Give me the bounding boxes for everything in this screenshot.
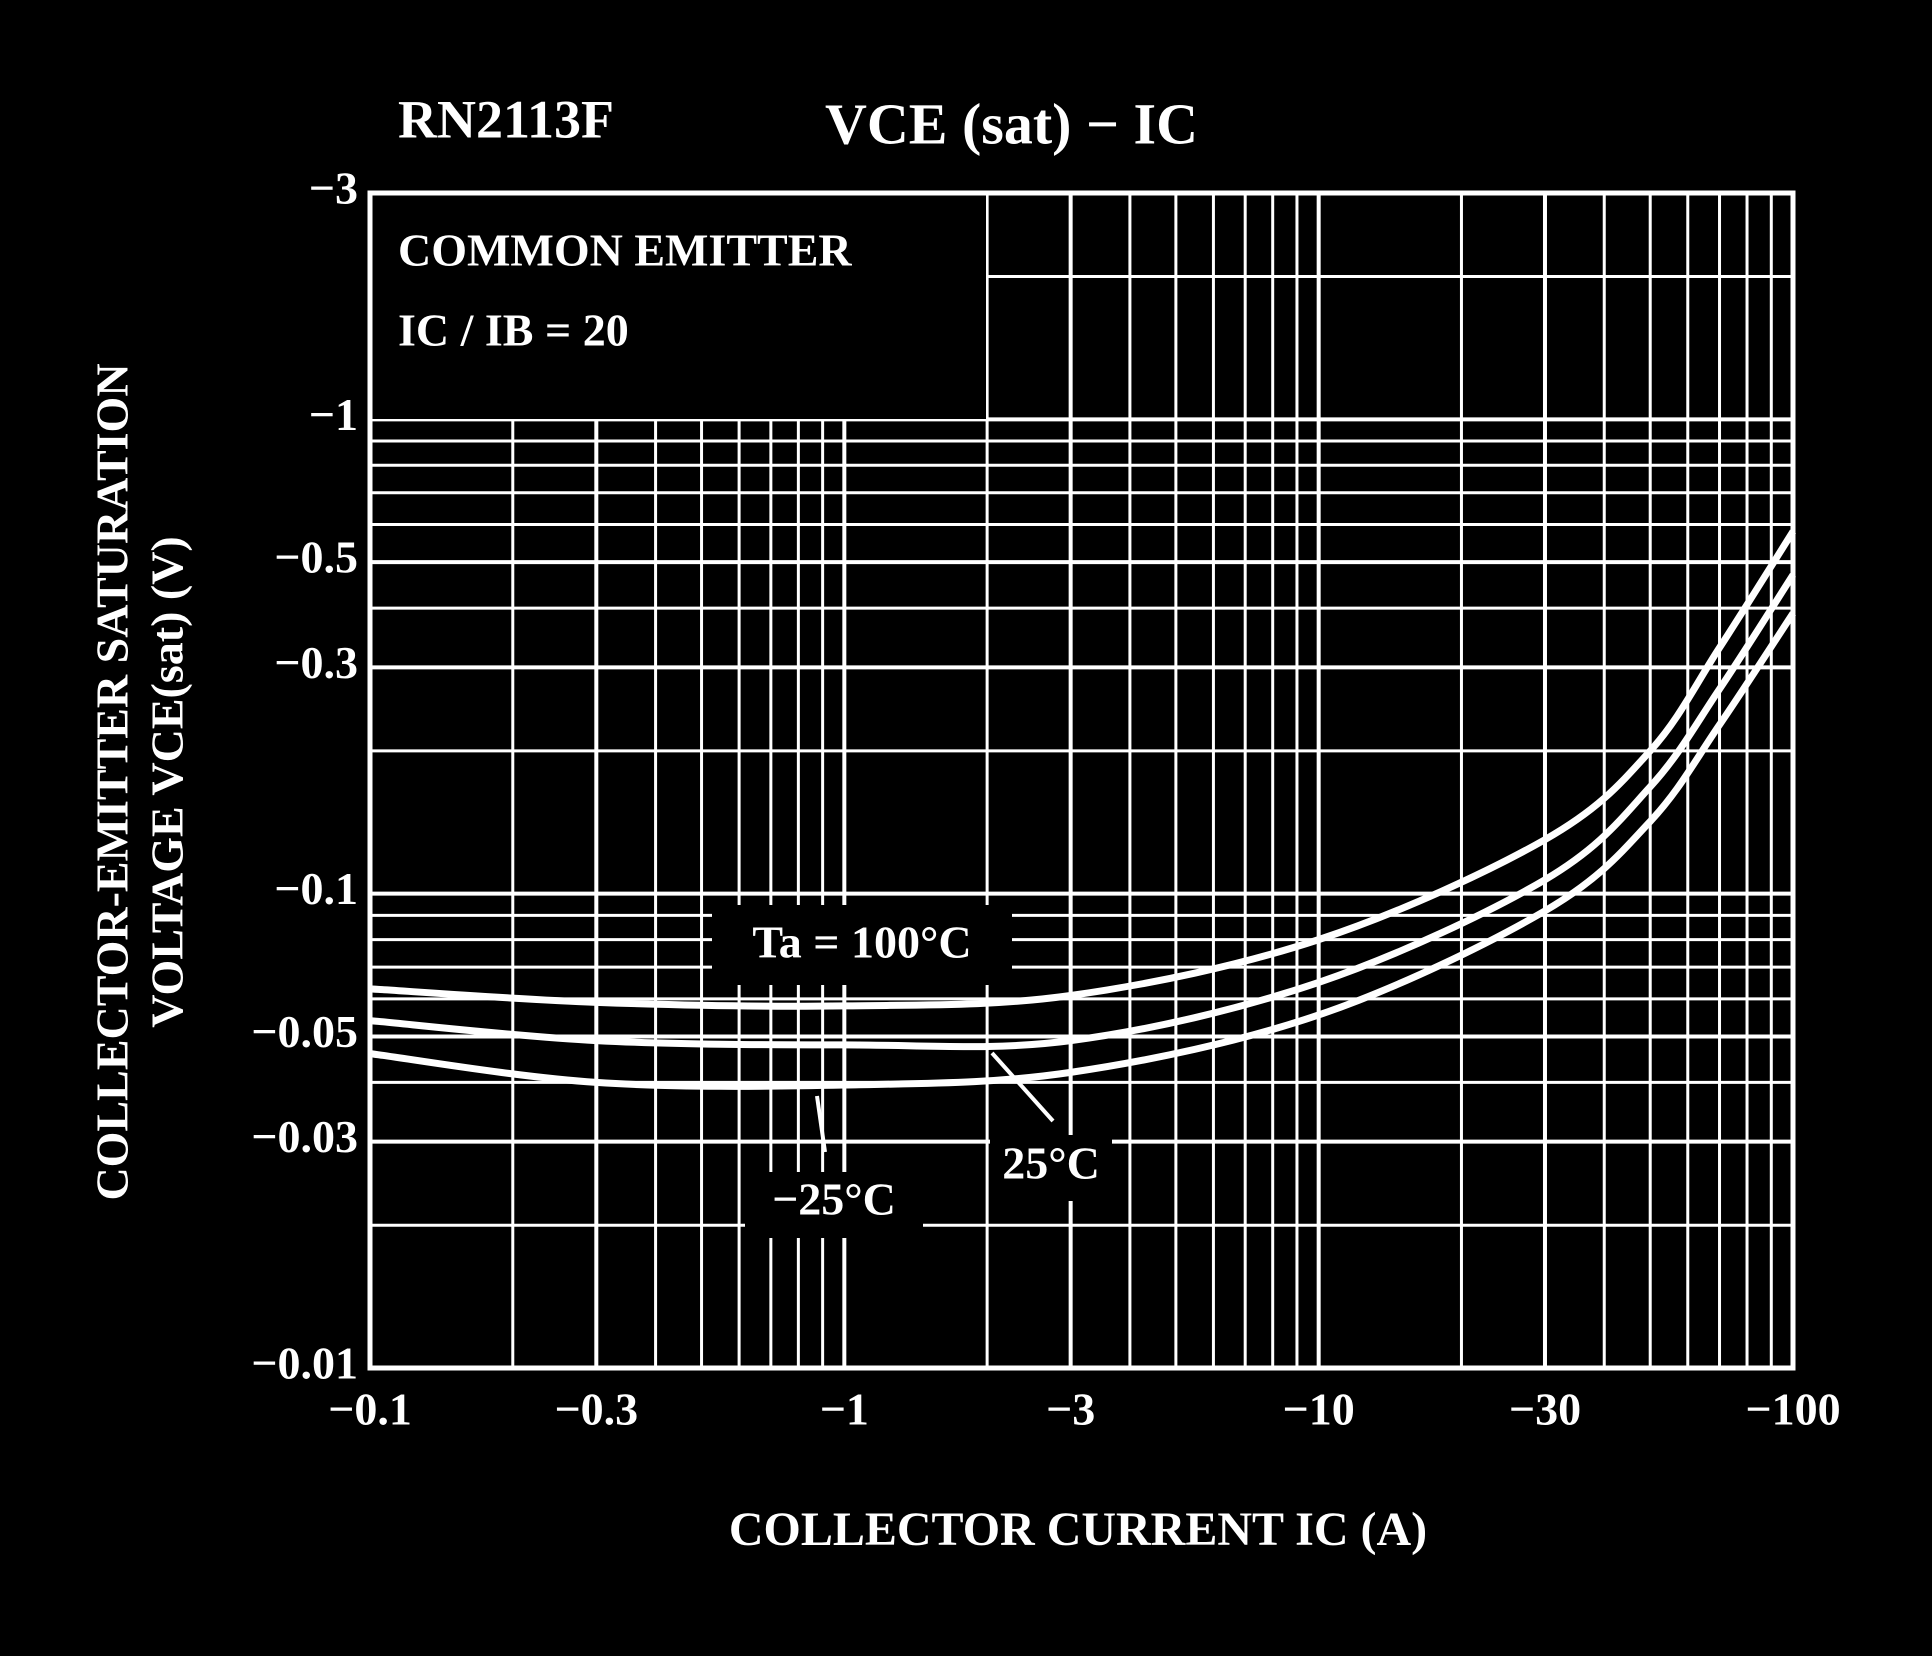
note: IC / IB = 20 — [398, 305, 629, 356]
note-box — [371, 194, 986, 419]
series-line — [369, 529, 1796, 1010]
series-line — [369, 572, 1796, 1051]
x-tick-label: −0.1 — [328, 1384, 412, 1435]
x-tick-label: −10 — [1283, 1384, 1355, 1435]
y-tick-label: −0.1 — [274, 863, 358, 914]
x-tick-label: −100 — [1745, 1384, 1840, 1435]
y-axis-label: VOLTAGE VCE(sat) (V) — [142, 536, 193, 1028]
series-line — [369, 611, 1796, 1090]
series-label: Ta = 100°C — [752, 917, 971, 968]
x-axis-label: COLLECTOR CURRENT IC (A) — [729, 1503, 1427, 1556]
y-tick-label: −0.5 — [274, 532, 358, 583]
annotation-arrow — [990, 1051, 1055, 1123]
annotations: Ta = 100°C 25°C −25°C — [712, 905, 1112, 1238]
x-tick-label: −0.3 — [554, 1384, 638, 1435]
y-tick-label: −1 — [309, 389, 358, 440]
y-tick-label: −0.05 — [251, 1006, 358, 1057]
x-tick-label: −1 — [820, 1384, 869, 1435]
note: COMMON EMITTER — [398, 225, 852, 276]
label-box — [990, 1135, 1112, 1201]
annotation-arrow — [815, 1095, 827, 1153]
series-label: 25°C — [1002, 1138, 1100, 1189]
curves — [369, 529, 1796, 1090]
x-tick-label: −30 — [1509, 1384, 1581, 1435]
label-box — [745, 1172, 923, 1238]
graph-title: VCE (sat) − IC — [825, 91, 1198, 156]
series-label: −25°C — [772, 1174, 896, 1225]
y-tick-label: −0.01 — [251, 1338, 358, 1389]
label-box — [712, 905, 1012, 985]
y-tick-label: −0.3 — [274, 637, 358, 688]
y-tick-label: −0.03 — [251, 1111, 358, 1162]
plot-frame — [367, 190, 1796, 1371]
y-axis-label: COLLECTOR-EMITTER SATURATION — [87, 363, 138, 1200]
x-tick-label: −3 — [1046, 1384, 1095, 1435]
chart-title: RN2113F — [398, 89, 614, 149]
y-tick-label: −3 — [309, 163, 358, 214]
